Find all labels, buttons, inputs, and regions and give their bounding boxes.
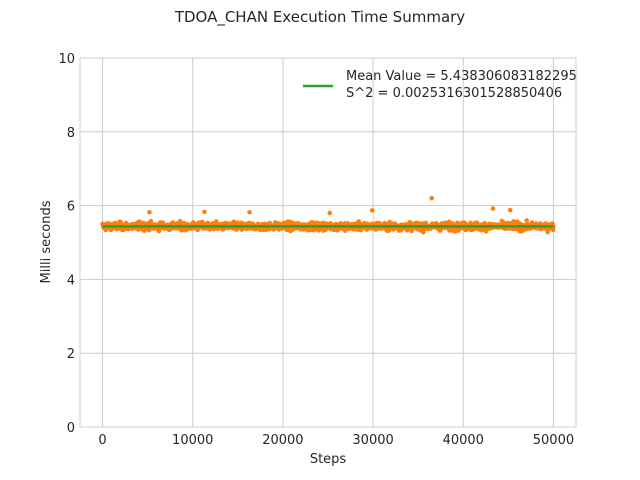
y-tick-label: 4	[67, 273, 75, 288]
scatter-point	[483, 229, 489, 234]
y-tick-label: 6	[67, 200, 75, 215]
x-tick-label: 30000	[352, 433, 393, 448]
scatter-point	[327, 210, 333, 216]
y-axis-title: Milli seconds	[39, 200, 54, 283]
scatter-point	[214, 219, 219, 224]
y-tick-label: 10	[58, 52, 75, 67]
scatter-point	[247, 209, 252, 215]
y-tick-label: 2	[67, 347, 75, 362]
scatter-point	[490, 206, 496, 211]
y-axis-ticks: 0 2 4 6 8 10	[58, 52, 75, 436]
x-tick-label: 0	[98, 433, 106, 448]
legend-label-variance: S^2 = 0.0025316301528850406	[346, 86, 562, 101]
scatter-point	[369, 208, 375, 213]
grid	[80, 57, 576, 428]
scatter-point	[429, 195, 435, 201]
scatter-point	[507, 207, 513, 213]
x-tick-label: 10000	[172, 433, 213, 448]
scatter-point	[147, 209, 152, 215]
scatter-point	[524, 218, 529, 223]
y-tick-label: 0	[67, 421, 75, 436]
x-axis-ticks: 0 10000 20000 30000 40000 50000	[98, 433, 574, 448]
plot-frame	[79, 57, 577, 428]
x-tick-label: 20000	[262, 433, 303, 448]
x-tick-label: 40000	[443, 433, 484, 448]
legend: Mean Value = 5.438306083182295 S^2 = 0.0…	[303, 69, 577, 101]
x-axis-title: Steps	[310, 452, 347, 467]
scatter-point	[202, 209, 207, 215]
chart-title: TDOA_CHAN Execution Time Summary	[174, 8, 465, 27]
y-tick-label: 8	[67, 126, 75, 141]
legend-label-mean: Mean Value = 5.438306083182295	[346, 69, 577, 84]
x-tick-label: 50000	[533, 433, 574, 448]
